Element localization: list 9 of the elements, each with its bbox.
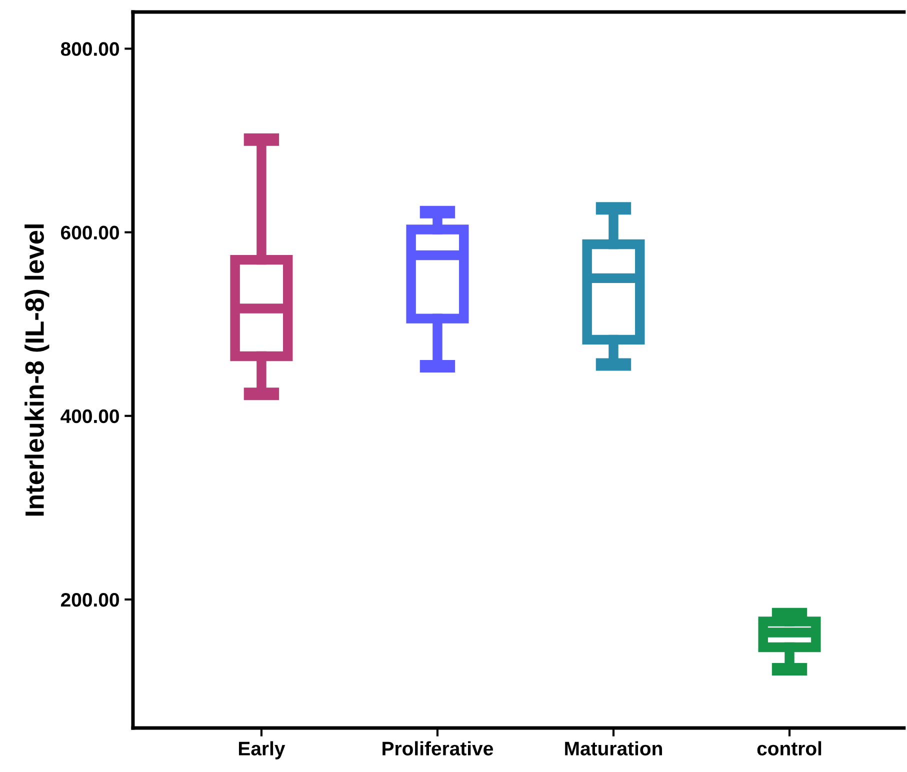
x-tick-label: Maturation [565, 741, 662, 756]
x-tick-label: Early [238, 741, 286, 760]
x-tick-label: Proliferative [382, 741, 494, 756]
y-axis-title: Interleukin-8 (IL-8) level [24, 224, 50, 516]
y-tick-label: 600.00 [61, 226, 119, 240]
x-tick-label: control [757, 741, 822, 756]
y-tick-label: 800.00 [60, 42, 119, 56]
y-tick-label: 200.00 [60, 592, 119, 607]
y-tick-label: 400.00 [60, 409, 119, 424]
